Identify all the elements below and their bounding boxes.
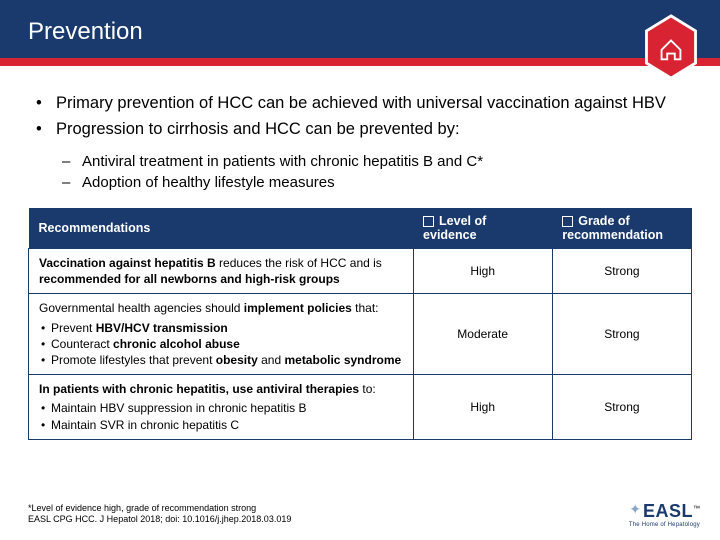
rec-text: Vaccination against hepatitis B reduces …	[29, 249, 414, 294]
header-stripe	[0, 58, 720, 66]
sub-bullet-list: Antiviral treatment in patients with chr…	[28, 151, 692, 195]
rec-text: Governmental health agencies should impl…	[29, 294, 414, 375]
recommendations-table: Recommendations Level of evidence Grade …	[28, 208, 692, 440]
slide-header: Prevention	[0, 0, 720, 66]
logo-tagline: The Home of Hepatology	[629, 522, 700, 528]
inner-item: Counteract chronic alcohol abuse	[39, 336, 403, 352]
col-evidence: Level of evidence	[413, 208, 552, 249]
table-row: Governmental health agencies should impl…	[29, 294, 692, 375]
grade-value: Strong	[552, 375, 691, 440]
inner-item: Maintain HBV suppression in chronic hepa…	[39, 400, 403, 416]
table-header-row: Recommendations Level of evidence Grade …	[29, 208, 692, 249]
main-bullet-list: Primary prevention of HCC can be achieve…	[28, 92, 692, 141]
footnote: *Level of evidence high, grade of recomm…	[28, 503, 291, 526]
col-recommendations: Recommendations	[29, 208, 414, 249]
logo-star-icon: ✦	[629, 501, 641, 517]
logo-main: ✦EASL™	[629, 501, 700, 522]
slide-content: Primary prevention of HCC can be achieve…	[0, 66, 720, 440]
grade-value: Strong	[552, 294, 691, 375]
table-row: Vaccination against hepatitis B reduces …	[29, 249, 692, 294]
evidence-value: High	[413, 249, 552, 294]
evidence-value: Moderate	[413, 294, 552, 375]
easl-logo: ✦EASL™ The Home of Hepatology	[629, 501, 700, 528]
footnote-line: *Level of evidence high, grade of recomm…	[28, 503, 291, 515]
home-hexagon-icon	[642, 14, 700, 80]
inner-item: Prevent HBV/HCV transmission	[39, 320, 403, 336]
slide-title: Prevention	[28, 18, 692, 46]
grade-value: Strong	[552, 249, 691, 294]
sub-bullet: Adoption of healthy lifestyle measures	[28, 172, 692, 194]
main-bullet: Progression to cirrhosis and HCC can be …	[28, 118, 692, 140]
inner-item: Maintain SVR in chronic hepatitis C	[39, 417, 403, 433]
col-grade: Grade of recommendation	[552, 208, 691, 249]
inner-item: Promote lifestyles that prevent obesity …	[39, 352, 403, 368]
sub-bullet: Antiviral treatment in patients with chr…	[28, 151, 692, 173]
evidence-value: High	[413, 375, 552, 440]
inner-list: Maintain HBV suppression in chronic hepa…	[39, 400, 403, 432]
rec-text: In patients with chronic hepatitis, use …	[29, 375, 414, 440]
table-row: In patients with chronic hepatitis, use …	[29, 375, 692, 440]
footnote-line: EASL CPG HCC. J Hepatol 2018; doi: 10.10…	[28, 514, 291, 526]
col-grade-label: Grade of recommendation	[562, 214, 663, 242]
legend-box-icon	[423, 216, 434, 227]
main-bullet: Primary prevention of HCC can be achieve…	[28, 92, 692, 114]
inner-list: Prevent HBV/HCV transmission Counteract …	[39, 320, 403, 369]
legend-box-icon	[562, 216, 573, 227]
